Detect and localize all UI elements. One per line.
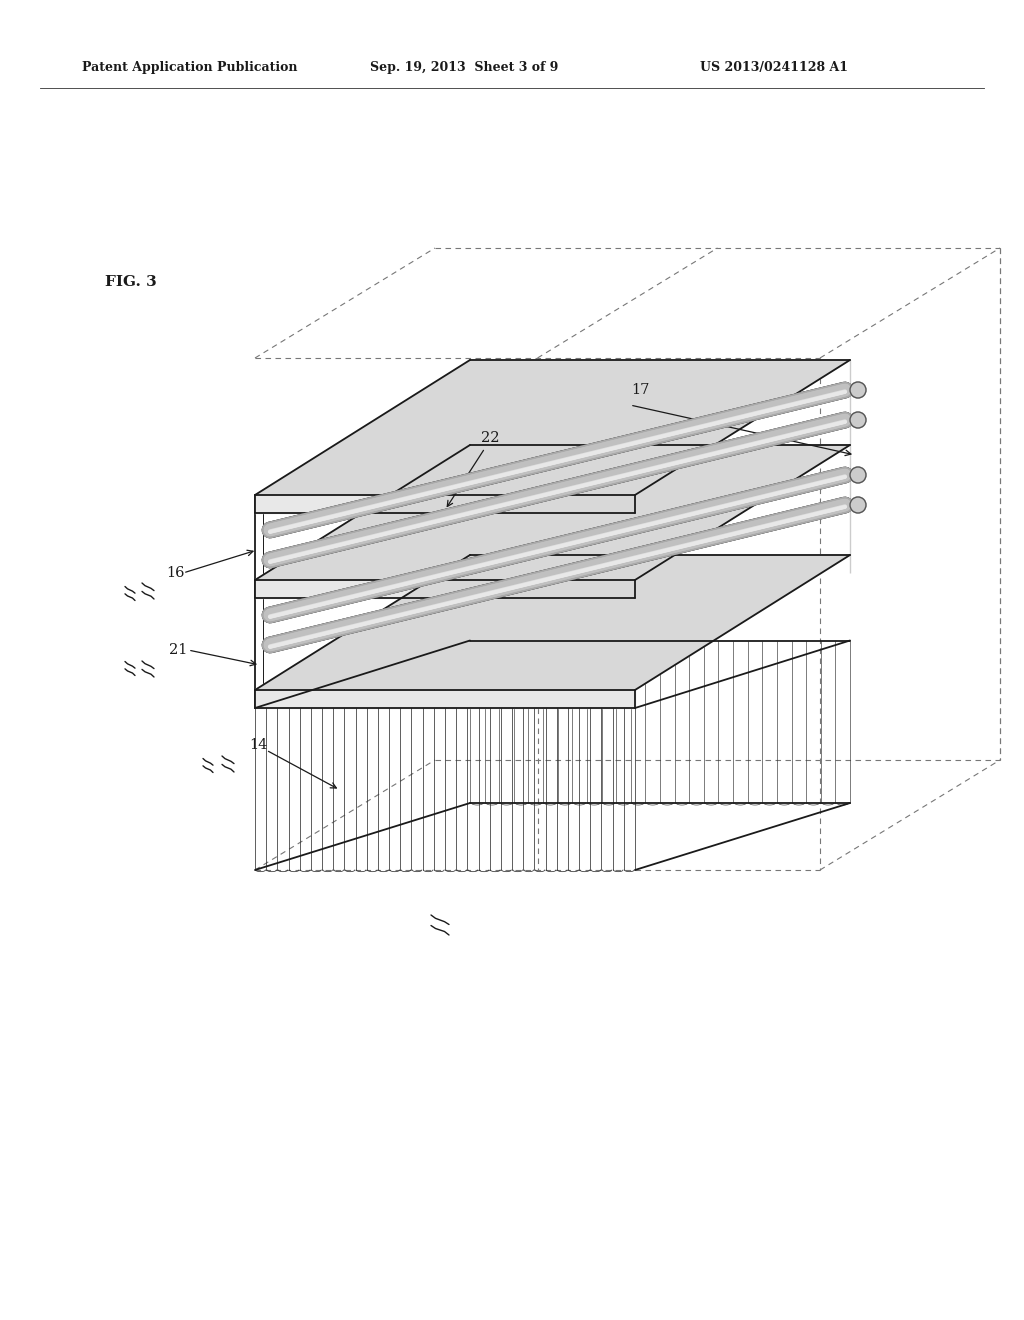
Text: Patent Application Publication: Patent Application Publication	[82, 62, 298, 74]
Circle shape	[850, 498, 866, 513]
Polygon shape	[255, 360, 850, 495]
Circle shape	[850, 412, 866, 428]
Text: Sep. 19, 2013  Sheet 3 of 9: Sep. 19, 2013 Sheet 3 of 9	[370, 62, 558, 74]
Text: 22: 22	[480, 432, 500, 445]
Polygon shape	[255, 445, 850, 579]
Polygon shape	[255, 495, 635, 513]
Text: 14: 14	[249, 738, 267, 752]
Text: FIG. 3: FIG. 3	[105, 275, 157, 289]
Circle shape	[850, 381, 866, 399]
Text: US 2013/0241128 A1: US 2013/0241128 A1	[700, 62, 848, 74]
Text: 21: 21	[169, 643, 187, 657]
Polygon shape	[255, 690, 635, 708]
Polygon shape	[255, 554, 850, 690]
Polygon shape	[255, 579, 635, 598]
Text: 17: 17	[631, 383, 649, 397]
Text: 16: 16	[166, 566, 184, 579]
Circle shape	[850, 467, 866, 483]
